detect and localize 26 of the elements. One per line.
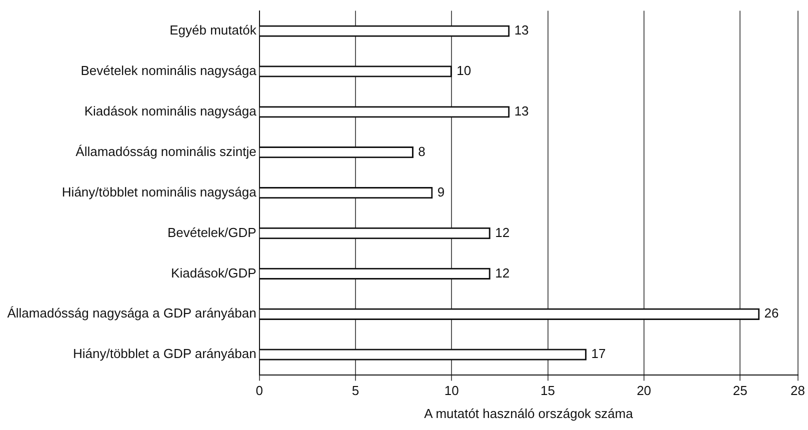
y-tick-label: Egyéb mutatók (170, 22, 257, 38)
y-tick-label: Államadósság nagysága a GDP arányában (7, 306, 256, 321)
x-tick-label: 28 (790, 383, 806, 398)
x-axis-title: A mutatót használó országok száma (424, 406, 634, 421)
data-label: 13 (514, 103, 529, 118)
data-label: 8 (418, 144, 426, 159)
data-label: 12 (495, 265, 510, 280)
data-label: 9 (437, 184, 445, 200)
x-tick-label: 20 (636, 383, 652, 398)
x-tick-label: 10 (444, 383, 459, 398)
y-tick-label: Bevételek nominális nagysága (80, 63, 258, 78)
x-tick-label: 25 (732, 383, 748, 398)
x-tick-label: 5 (352, 383, 360, 398)
x-tick-label: 15 (540, 383, 556, 398)
data-label: 13 (514, 22, 529, 38)
data-label: 10 (456, 63, 472, 78)
x-tick-label: 0 (256, 383, 263, 398)
data-label: 17 (591, 346, 606, 362)
data-label: 12 (495, 224, 510, 240)
y-tick-label: Bevételek/GDP (167, 224, 256, 240)
data-label: 26 (764, 306, 779, 321)
y-tick-label: Kiadások nominális nagysága (84, 103, 258, 118)
y-tick-label: Államadósság nominális szintje (76, 144, 256, 159)
y-tick-label: Hiány/többlet a GDP arányában (72, 346, 256, 362)
y-tick-label: Kiadások/GDP (171, 265, 256, 280)
y-tick-label: Hiány/többlet nominális nagysága (62, 184, 258, 200)
